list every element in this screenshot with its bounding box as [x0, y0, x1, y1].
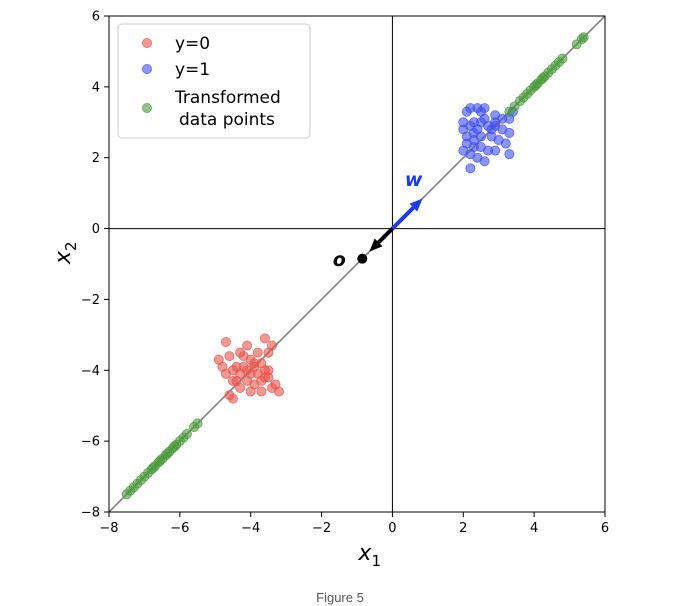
data-point [530, 80, 541, 91]
x-tick-label: 4 [530, 521, 538, 536]
annotation-arrow-shaft [391, 206, 415, 230]
series-0 [213, 333, 285, 404]
legend-label-0: y=0 [175, 34, 210, 54]
x-tick-label: 6 [601, 521, 609, 536]
data-point [231, 375, 242, 386]
x-tick-label: −6 [170, 521, 189, 536]
legend-label-line: y=0 [175, 34, 210, 54]
x-tick-label: −2 [312, 521, 331, 536]
legend-label-line: y=1 [175, 60, 210, 80]
data-point [148, 462, 159, 473]
data-point [192, 418, 203, 429]
x-tick-label: 0 [388, 521, 396, 536]
data-point [242, 340, 253, 351]
annotation-label-w: w [405, 169, 423, 191]
data-point [227, 393, 238, 404]
data-point [263, 365, 274, 376]
y-tick-label: 0 [92, 222, 100, 237]
plot-frame [108, 15, 606, 513]
y-tick-label: −6 [81, 435, 100, 450]
data-point [472, 124, 483, 135]
legend-label-2: Transformed data points [174, 88, 281, 130]
data-point [490, 145, 501, 156]
data-point [224, 351, 235, 362]
data-point [245, 386, 256, 397]
data-point [479, 156, 490, 167]
data-point [256, 386, 267, 397]
x-axis-label-sub: 1 [371, 552, 381, 570]
series-2 [121, 32, 589, 500]
data-point [178, 432, 189, 443]
data-point [504, 127, 515, 138]
data-point [245, 368, 256, 379]
legend-label-line: Transformed [174, 88, 281, 108]
x-tick-label: 2 [459, 521, 467, 536]
annotation-arrow-head [369, 238, 383, 252]
y-tick-label: 4 [92, 80, 100, 95]
figure-caption: Figure 5 [316, 590, 364, 605]
legend-marker-1 [141, 64, 152, 75]
y-tick-label: −4 [81, 364, 100, 379]
x-axis-label-main: x [357, 541, 372, 566]
annotation-label-o: o [333, 249, 346, 271]
data-point [509, 101, 520, 112]
x-tick-label: −4 [241, 521, 260, 536]
y-axis-label: x2 [51, 241, 80, 265]
data-point [256, 358, 267, 369]
data-point [557, 53, 568, 64]
y-tick-label: −2 [81, 293, 100, 308]
annotation-point [357, 253, 368, 264]
legend-marker-0 [141, 38, 152, 49]
legend-marker-2 [141, 103, 152, 114]
y-tick-label: −8 [81, 506, 100, 521]
data-point [468, 134, 479, 145]
data-point [479, 103, 490, 114]
legend-box [117, 23, 311, 139]
data-point [270, 379, 281, 390]
y-axis-label-sub: 2 [62, 241, 80, 251]
legend-label-1: y=1 [175, 60, 210, 80]
data-point [490, 117, 501, 128]
data-point [500, 138, 511, 149]
y-axis-label-main: x [51, 250, 76, 265]
data-point [238, 351, 249, 362]
data-point [479, 113, 490, 124]
annotation-arrow-shaft [377, 227, 394, 244]
data-point [504, 149, 515, 160]
y-tick-label: 6 [92, 10, 100, 25]
data-point [132, 478, 143, 489]
data-point [465, 163, 476, 174]
x-tick-label: −8 [99, 521, 118, 536]
data-point [259, 333, 270, 344]
data-point [217, 361, 228, 372]
data-point [252, 347, 263, 358]
data-point [162, 448, 173, 459]
x-axis-label: x1 [357, 541, 381, 570]
annotation-arrow-head [409, 198, 423, 212]
data-point [263, 347, 274, 358]
data-point [155, 455, 166, 466]
legend-label-line: data points [179, 110, 275, 130]
data-point [578, 32, 589, 43]
data-point [169, 441, 180, 452]
data-point [220, 336, 231, 347]
data-point [458, 117, 469, 128]
y-tick-label: 2 [92, 151, 100, 166]
series-1 [458, 103, 518, 174]
data-point [538, 73, 549, 84]
